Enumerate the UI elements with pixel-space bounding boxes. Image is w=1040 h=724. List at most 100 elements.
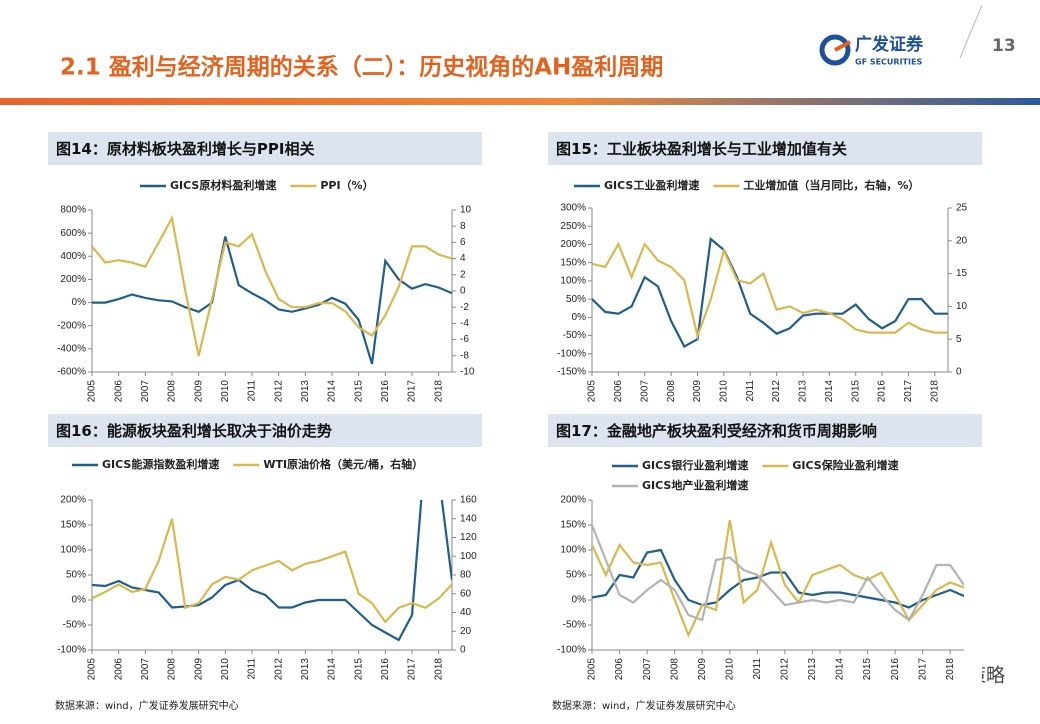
y2-tick-label: 0: [460, 286, 466, 297]
x-tick-label: 2011: [745, 380, 756, 402]
logo-icon: [834, 40, 851, 52]
chart: 图16：能源板块盈利增长取决于油价走势 -100% -50% 0% 50% 100% 150…: [48, 414, 482, 686]
x-tick-label: 2017: [407, 380, 418, 403]
x-tick-label: 2012: [771, 380, 782, 403]
x-tick-label: 2016: [877, 380, 888, 403]
x-tick-label: 2012: [273, 380, 284, 403]
legend-label: GICS工业盈利增速: [604, 178, 699, 192]
x-tick-label: 2005: [87, 380, 98, 403]
chart-title: 图14：原材料板块盈利增长与PPI相关: [56, 140, 314, 158]
chart: 图15：工业板块盈利增长与工业增加值有关 -150% -100% -50% 0% 50% 1…: [548, 132, 982, 404]
y2-tick-label: 10: [460, 205, 472, 216]
panel-header: [48, 132, 482, 165]
chart-title: 图16：能源板块盈利增长取决于油价走势: [56, 422, 332, 440]
x-tick-label: 2010: [220, 380, 231, 403]
legend-label: WTI原油价格（美元/桶，右轴）: [263, 457, 423, 471]
y2-tick-label: -6: [460, 334, 469, 345]
y-tick-label: 0%: [72, 297, 87, 308]
y-tick-label: 600%: [60, 228, 86, 239]
x-tick-label: 2006: [614, 658, 625, 681]
y2-tick-label: 0: [460, 645, 466, 656]
x-tick-label: 2014: [835, 658, 846, 681]
series-line: [92, 214, 452, 357]
panel: [48, 165, 482, 404]
y-tick-label: 400%: [60, 251, 86, 262]
slide-title: 2.1 盈利与经济周期的关系（二）：历史视角的AH盈利周期: [60, 54, 663, 81]
chart-title: 图15：工业板块盈利增长与工业增加值有关: [556, 140, 847, 158]
x-tick-label: 2014: [327, 380, 338, 403]
chart: 图17：金融地产板块盈利受经济和货币周期影响 -100% -50% 0% 50% 100%…: [548, 414, 982, 686]
y2-tick-label: 8: [460, 221, 466, 232]
y2-tick-label: 10: [956, 301, 968, 312]
divider: [959, 4, 983, 59]
y-tick-label: 150%: [60, 520, 86, 531]
y-tick-label: 300%: [560, 203, 586, 214]
page-number: 13: [992, 36, 1016, 56]
x-tick-label: 2018: [929, 380, 940, 403]
y2-tick-label: 60: [460, 588, 472, 599]
y-tick-label: -100%: [557, 645, 586, 656]
panel-header: [548, 414, 982, 447]
x-tick-label: 2017: [407, 658, 418, 681]
y-tick-label: -150%: [557, 367, 586, 378]
legend-label: PPI（%）: [320, 179, 373, 192]
x-tick-label: 2011: [752, 658, 763, 680]
y-tick-label: 100%: [560, 276, 586, 287]
x-tick-label: 2015: [862, 658, 873, 681]
legend-label: GICS保险业盈利增速: [792, 458, 898, 472]
y2-tick-label: 15: [956, 268, 968, 279]
y-tick-label: 0%: [572, 312, 587, 323]
y2-tick-label: 160: [460, 495, 477, 506]
y2-tick-label: -4: [460, 318, 469, 329]
panel-header: [48, 414, 482, 447]
y-tick-label: 50%: [566, 294, 586, 305]
x-tick-label: 2015: [850, 380, 861, 403]
y-tick-label: 100%: [560, 545, 586, 556]
y2-tick-label: -10: [460, 367, 475, 378]
x-tick-label: 2006: [113, 658, 124, 681]
y2-tick-label: 100: [460, 551, 477, 562]
x-tick-label: 2013: [807, 658, 818, 681]
legend-label: GICS地产业盈利增速: [642, 478, 748, 492]
y-tick-label: -50%: [563, 620, 586, 631]
x-tick-label: 2005: [87, 658, 98, 681]
series-line: [592, 236, 948, 349]
panel: [548, 165, 982, 404]
logo-icon: [819, 34, 851, 66]
x-tick-label: 2013: [300, 658, 311, 681]
series-line: [592, 548, 964, 609]
x-tick-label: 2008: [669, 658, 680, 681]
y-tick-label: 150%: [560, 520, 586, 531]
y2-tick-label: 6: [460, 237, 466, 248]
source-note: 数据来源：wind，广发证券发展研究中心: [552, 699, 736, 712]
panel-header: [548, 132, 982, 165]
series-line: [592, 241, 948, 340]
y-tick-label: 100%: [60, 545, 86, 556]
series-line: [92, 518, 452, 624]
x-tick-label: 2016: [890, 658, 901, 681]
x-tick-label: 2008: [167, 380, 178, 403]
x-tick-label: 2009: [193, 380, 204, 403]
y-tick-label: -50%: [63, 620, 86, 631]
x-tick-label: 2009: [692, 380, 703, 403]
x-tick-label: 2010: [718, 380, 729, 403]
x-tick-label: 2011: [247, 658, 258, 680]
y-tick-label: 200%: [60, 495, 86, 506]
y2-tick-label: 20: [460, 626, 472, 637]
x-tick-label: 2015: [353, 380, 364, 403]
y-tick-label: -100%: [57, 645, 86, 656]
x-tick-label: 2018: [945, 658, 956, 681]
y-tick-label: 200%: [560, 495, 586, 506]
x-tick-label: 2018: [433, 380, 444, 403]
x-tick-label: 2009: [697, 658, 708, 681]
x-tick-label: 2018: [433, 658, 444, 681]
legend-label: GICS银行业盈利增速: [642, 458, 748, 472]
x-tick-label: 2012: [780, 658, 791, 681]
legend-label: 工业增加值（当月同比，右轴，%）: [743, 178, 919, 192]
y-tick-label: -200%: [57, 320, 86, 331]
y-tick-label: -100%: [557, 348, 586, 359]
x-tick-label: 2006: [113, 380, 124, 403]
source-note: 数据来源：wind，广发证券发展研究中心: [55, 699, 239, 712]
